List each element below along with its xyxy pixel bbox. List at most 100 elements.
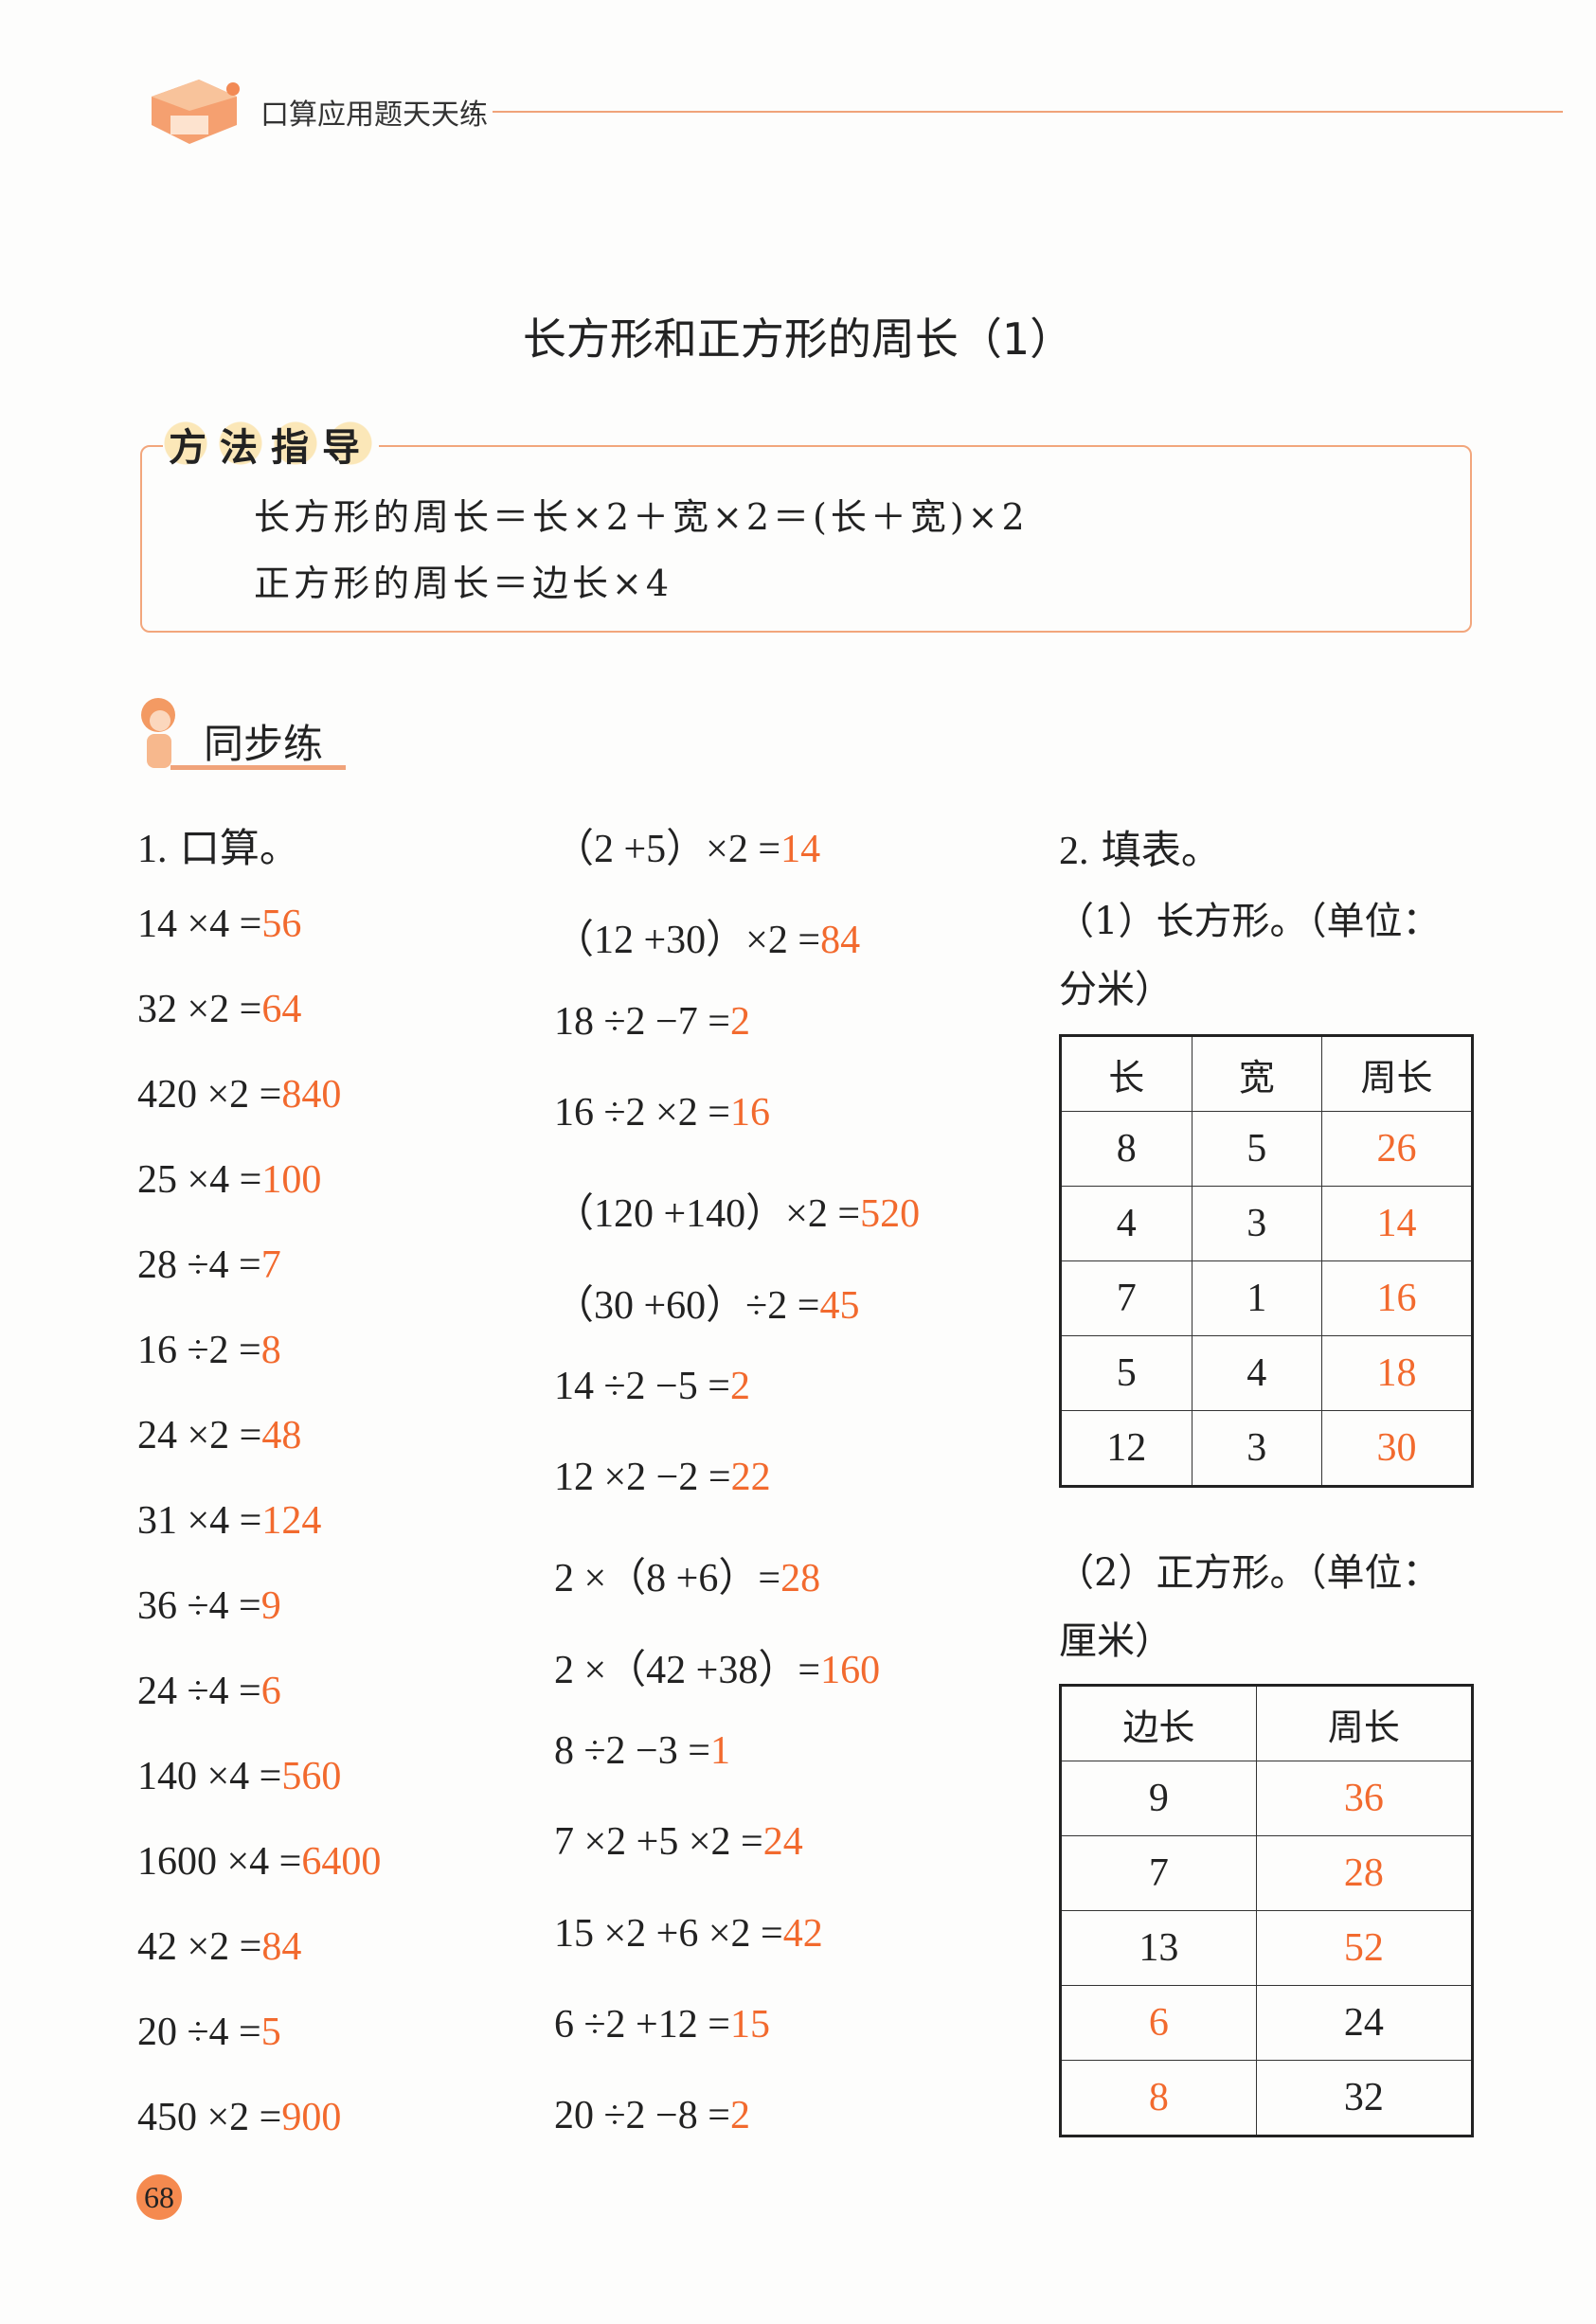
formula-rectangle: 长方形的周长＝长×2＋宽×2＝(长＋宽)×2: [254, 496, 1029, 538]
equation-expression: 24 ÷4 =: [137, 1670, 261, 1713]
equation-answer: 160: [820, 1648, 881, 1692]
table-answer-cell: 30: [1320, 1410, 1474, 1487]
equation-expression: （2 +5）×2 =: [554, 828, 781, 871]
equation-expression: 2 ×（42 +38）=: [554, 1648, 821, 1692]
table-header-cell: 周长: [1255, 1685, 1474, 1761]
table-header-row: 边长 周长: [1060, 1685, 1474, 1761]
table-answer-cell: 36: [1255, 1761, 1474, 1836]
equation-answer: 45: [819, 1283, 860, 1328]
q1-number: 1.: [137, 828, 168, 871]
equation: 6 ÷2 +12 =15: [554, 2002, 770, 2047]
equation: 8 ÷2 −3 =1: [554, 1728, 730, 1774]
equation-answer: 900: [281, 2096, 342, 2139]
q1-title: 口算。: [179, 825, 299, 871]
table-row: 12 3 30: [1060, 1410, 1474, 1487]
table-answer-cell: 6: [1060, 1985, 1257, 2061]
table-cell: 1: [1191, 1260, 1322, 1336]
table-answer-cell: 16: [1320, 1260, 1474, 1336]
square-table: 边长 周长 9 36 7 28 13 52 6 24 8 32: [1059, 1684, 1474, 2137]
equation-answer: 9: [260, 1584, 281, 1628]
q2-title: 填表。: [1101, 827, 1221, 873]
equation-answer: 2: [729, 2094, 750, 2138]
table-answer-cell: 52: [1255, 1910, 1474, 1986]
equation: 20 ÷2 −8 =2: [554, 2093, 750, 2138]
table-cell: 4: [1191, 1335, 1322, 1411]
equation: 2 ×（8 +6）=28: [554, 1546, 820, 1603]
equation: （12 +30）×2 =84: [554, 907, 860, 965]
equation-expression: 2 ×（8 +6）=: [554, 1557, 781, 1601]
equation-expression: 7 ×2 +5 ×2 =: [554, 1820, 763, 1865]
table-answer-cell: 14: [1320, 1186, 1474, 1261]
table-cell: 12: [1060, 1410, 1193, 1487]
equation: 420 ×2 =840: [137, 1072, 341, 1117]
q2-heading: 2. 填表。: [1059, 818, 1221, 876]
equation: 36 ÷4 =9: [137, 1583, 281, 1629]
formula-square: 正方形的周长＝边长×4: [254, 563, 673, 604]
table-row: 7 1 16: [1060, 1260, 1474, 1336]
equation-expression: 31 ×4 =: [137, 1499, 262, 1543]
section-label: 同步练: [204, 721, 324, 767]
child-mascot-icon: [141, 698, 175, 768]
equation: 32 ×2 =64: [137, 987, 301, 1032]
header-divider: [493, 111, 1563, 113]
equation-expression: 8 ÷2 −3 =: [554, 1729, 710, 1773]
method-label: 方法指导: [163, 417, 379, 472]
equation: 16 ÷2 ×2 =16: [554, 1090, 770, 1135]
equation-answer: 16: [729, 1090, 770, 1135]
equation-answer: 22: [730, 1456, 771, 1500]
table-cell: 7: [1060, 1260, 1193, 1336]
table-cell: 7: [1060, 1835, 1257, 1911]
equation-answer: 8: [260, 1329, 281, 1372]
equation: 450 ×2 =900: [137, 2095, 341, 2140]
equation-answer: 520: [860, 1192, 921, 1237]
equation: 140 ×4 =560: [137, 1754, 341, 1799]
equation: 16 ÷2 =8: [137, 1328, 281, 1373]
equation: 14 ÷2 −5 =2: [554, 1364, 750, 1409]
equation-answer: 14: [780, 828, 821, 871]
table-cell: 5: [1191, 1111, 1322, 1187]
equation-expression: 28 ÷4 =: [137, 1243, 261, 1287]
table2-caption-line1: （2）正方形。（单位：: [1056, 1551, 1441, 1595]
equation: 42 ×2 =84: [137, 1924, 301, 1970]
equation-expression: 1600 ×4 =: [137, 1840, 302, 1884]
equation: 7 ×2 +5 ×2 =24: [554, 1819, 803, 1865]
table-cell: 4: [1060, 1186, 1193, 1261]
equation-answer: 7: [260, 1243, 281, 1287]
equation-expression: 450 ×2 =: [137, 2096, 282, 2139]
page-title: 长方形和正方形的周长（1）: [522, 313, 1074, 365]
equation-expression: 140 ×4 =: [137, 1755, 282, 1798]
table1-caption-line1: （1）长方形。（单位：: [1056, 900, 1441, 943]
rectangle-table: 长宽周长 8 5 26 4 3 14 7 1 16 5 4 18 12 3 30: [1059, 1034, 1474, 1488]
equation: 24 ÷4 =6: [137, 1669, 281, 1714]
house-model-icon: [152, 80, 240, 144]
equation-answer: 15: [729, 2002, 770, 2047]
equation: 2 ×（42 +38）=160: [554, 1637, 880, 1695]
equation: （30 +60）÷2 =45: [554, 1273, 859, 1331]
equation-expression: 20 ÷4 =: [137, 2011, 261, 2054]
table-header-row: 长宽周长: [1060, 1035, 1474, 1112]
table-row: 13 52: [1060, 1910, 1474, 1986]
table-cell: 8: [1060, 1111, 1193, 1187]
equation-expression: 16 ÷2 ×2 =: [554, 1090, 730, 1135]
equation-answer: 100: [261, 1158, 322, 1202]
table-answer-cell: 26: [1320, 1111, 1474, 1187]
equation-answer: 6: [260, 1670, 281, 1713]
equation-expression: 420 ×2 =: [137, 1073, 282, 1117]
equation-expression: 15 ×2 +6 ×2 =: [554, 1911, 783, 1956]
equation-expression: 24 ×2 =: [137, 1414, 262, 1457]
equation: 15 ×2 +6 ×2 =42: [554, 1911, 823, 1957]
book-title: 口算应用题天天练: [260, 98, 488, 132]
table-row: 7 28: [1060, 1835, 1474, 1911]
table-cell: 24: [1255, 1985, 1474, 2061]
equation: 14 ×4 =56: [137, 902, 301, 947]
equation-answer: 84: [261, 1925, 302, 1969]
equation: 12 ×2 −2 =22: [554, 1455, 771, 1500]
equation-answer: 840: [281, 1073, 342, 1117]
table-row: 5 4 18: [1060, 1335, 1474, 1411]
equation-expression: 16 ÷2 =: [137, 1329, 261, 1372]
equation: 24 ×2 =48: [137, 1413, 301, 1458]
table-answer-cell: 8: [1060, 2060, 1257, 2136]
equation-answer: 56: [261, 903, 302, 946]
equation-expression: 20 ÷2 −8 =: [554, 2094, 730, 2138]
equation-expression: （30 +60）÷2 =: [554, 1283, 820, 1328]
